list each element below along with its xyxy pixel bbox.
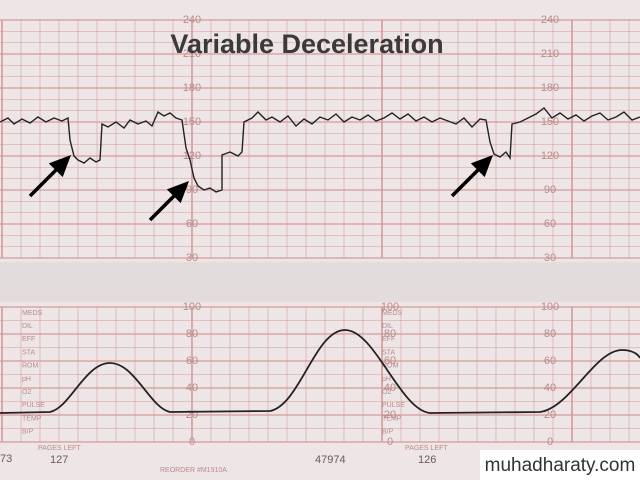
watermark: muhadharaty.com [485, 455, 636, 476]
uc-scale-label: 80 [544, 328, 556, 340]
annotation-label: STA [382, 349, 395, 356]
annotation-label: EFF [22, 336, 35, 343]
uc-scale-label: 60 [544, 355, 556, 367]
pages-left-label: PAGES LEFT [38, 445, 81, 452]
uc-scale-label: 80 [186, 328, 198, 340]
uc-scale-label: 100 [541, 301, 559, 313]
uc-trace [0, 329, 640, 414]
fhr-scale-label: 180 [541, 82, 559, 94]
pages-count: 126 [418, 454, 436, 466]
annotation-label: B/P [382, 429, 394, 436]
uc-scale-label: 100 [381, 301, 399, 313]
fhr-scale-label: 90 [544, 184, 556, 196]
paper-band [0, 262, 640, 302]
fhr-scale-label: 90 [186, 184, 198, 196]
watermark-bg [480, 450, 640, 480]
title: Variable Deceleration [170, 29, 443, 59]
annotation-label: MEDS [382, 310, 403, 317]
fhr-scale-label: 60 [186, 218, 198, 230]
uc-scale-label: 0 [189, 436, 195, 448]
footer-number: 73 [0, 453, 12, 465]
annotation-label: PULSE [22, 402, 45, 409]
fhr-scale-label: 60 [544, 218, 556, 230]
grid [0, 19, 640, 443]
uc-scale-label: 60 [384, 355, 396, 367]
annotation-label: ROM [22, 363, 39, 370]
pages-left-label: PAGES LEFT [405, 445, 448, 452]
serial: 47974 [315, 454, 346, 466]
fhr-scale-label: 120 [541, 150, 559, 162]
annotation-label: pH [22, 376, 31, 383]
arrows [28, 155, 493, 222]
uc-scale-label: 40 [544, 382, 556, 394]
annotation-label: pH [382, 376, 391, 383]
fhr-trace [0, 107, 640, 193]
annotation-label: TEMP [22, 415, 42, 422]
fhr-scale-label: 120 [183, 150, 201, 162]
uc-scale-label: 0 [387, 436, 393, 448]
fhr-scale-label: 210 [183, 48, 201, 60]
fhr-scale-label: 240 [541, 14, 559, 26]
annotation-label: STA [22, 349, 35, 356]
fhr-scale-label: 30 [544, 252, 556, 264]
annotation-label: MEDS [22, 310, 43, 317]
fhr-scale-label: 240 [183, 14, 201, 26]
uc-scale-label: 40 [186, 382, 198, 394]
uc-scale-label: 20 [544, 409, 556, 421]
fhr-scale-label: 150 [541, 116, 559, 128]
uc-scale-label: 20 [186, 409, 198, 421]
fhr-scale-label: 180 [183, 82, 201, 94]
annotation-label: O2 [382, 389, 391, 396]
uc-scale-label: 100 [183, 301, 201, 313]
annotation-label: O2 [22, 389, 31, 396]
annotation-label: DIL [382, 323, 393, 330]
uc-scale-label: 60 [186, 355, 198, 367]
uc-scale-label: 20 [384, 409, 396, 421]
uc-scale-label: 80 [384, 328, 396, 340]
fhr-scale-label: 30 [186, 252, 198, 264]
annotation-label: TEMP [382, 415, 402, 422]
annotation-label: PULSE [382, 402, 405, 409]
scale-labels: 240 240 210 210 180 180 150 150 120 120 90 90 60 60 30… [22, 14, 559, 448]
pages-count: 127 [50, 454, 68, 466]
reorder: REORDER #M1910A [160, 467, 227, 474]
annotation-label: ROM [382, 363, 399, 370]
fhr-scale-label: 210 [541, 48, 559, 60]
annotation-label: B/P [22, 429, 34, 436]
uc-scale-label: 0 [547, 436, 553, 448]
annotation-label: EFF [382, 336, 395, 343]
annotation-label: DIL [22, 323, 33, 330]
uc-scale-label: 40 [384, 382, 396, 394]
fhr-scale-label: 150 [183, 116, 201, 128]
